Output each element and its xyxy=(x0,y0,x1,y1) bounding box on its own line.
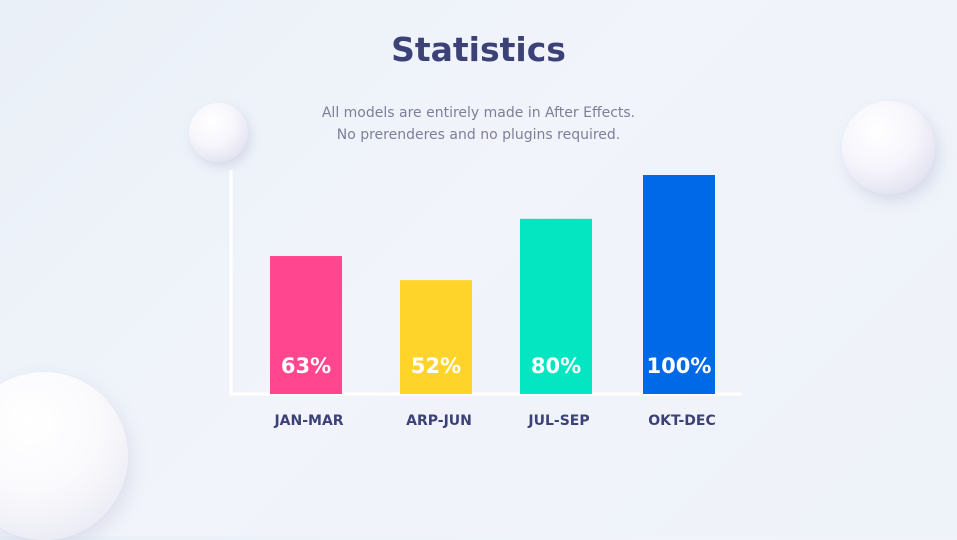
subtitle-line: No prerenderes and no plugins required. xyxy=(336,127,621,143)
subtitle-line: All models are entirely made in After Ef… xyxy=(321,105,636,121)
bar-jul-sep xyxy=(520,218,592,394)
decorative-sphere xyxy=(189,103,248,162)
x-tick-label: OKT-DEC xyxy=(648,413,716,429)
x-tick-label: JAN-MAR xyxy=(273,413,343,429)
bar-arp-jun xyxy=(400,280,472,394)
bar-value-label: 52% xyxy=(411,354,461,378)
x-tick-label: ARP-JUN xyxy=(406,413,472,429)
bar-value-label: 100% xyxy=(647,354,712,378)
bar-value-label: 63% xyxy=(281,354,331,378)
x-tick-label: JUL-SEP xyxy=(527,413,589,429)
chart-title: Statistics xyxy=(391,30,566,69)
decorative-sphere xyxy=(842,101,935,194)
bar-okt-dec xyxy=(643,175,715,394)
bar-jan-mar xyxy=(270,256,342,394)
bar-value-label: 80% xyxy=(531,354,581,378)
